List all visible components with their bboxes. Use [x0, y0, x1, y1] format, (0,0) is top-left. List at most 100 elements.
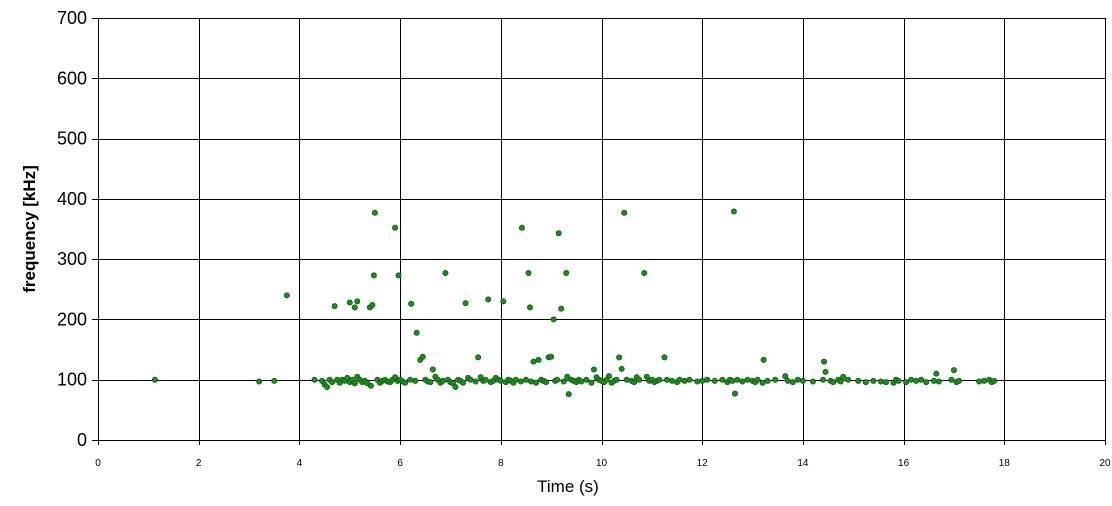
x-tick-label: 10	[596, 458, 608, 469]
data-point	[413, 329, 420, 336]
data-point	[419, 353, 426, 360]
data-point	[555, 230, 562, 237]
x-tick-label: 4	[297, 458, 303, 469]
data-point	[877, 378, 884, 385]
data-point	[820, 376, 827, 383]
data-point	[895, 377, 902, 384]
y-tick-label: 300	[57, 249, 87, 269]
x-tick-label: 14	[797, 458, 809, 469]
data-point	[527, 304, 534, 311]
data-point	[930, 377, 937, 384]
data-point	[439, 377, 446, 384]
data-point	[588, 379, 595, 386]
data-point	[402, 379, 409, 386]
data-point	[631, 379, 638, 386]
data-point	[981, 377, 988, 384]
x-tick-label: 16	[898, 458, 910, 469]
data-point	[799, 377, 806, 384]
data-point	[590, 366, 597, 373]
x-tick-labels: 0 2 4 6 8 10 12 14 16 18 20	[95, 458, 1111, 469]
data-point	[460, 379, 467, 386]
data-point	[518, 224, 525, 231]
data-point	[452, 383, 459, 390]
data-point	[699, 377, 706, 384]
data-point	[522, 376, 529, 383]
data-point	[271, 377, 278, 384]
data-point	[324, 383, 331, 390]
x-tick-label: 18	[999, 458, 1011, 469]
data-point	[711, 377, 718, 384]
data-point	[821, 358, 828, 365]
y-tick-label: 700	[57, 8, 87, 28]
data-point	[809, 378, 816, 385]
data-point	[882, 379, 889, 386]
y-tick-label: 500	[57, 129, 87, 149]
data-point	[412, 377, 419, 384]
data-point	[462, 300, 469, 307]
data-point	[408, 300, 415, 307]
data-point	[923, 379, 930, 386]
data-point	[331, 303, 338, 310]
data-point	[656, 376, 663, 383]
axes	[92, 18, 1106, 445]
data-point	[151, 376, 158, 383]
data-point	[606, 373, 613, 380]
data-point	[548, 353, 555, 360]
data-point	[754, 376, 761, 383]
data-point	[734, 376, 741, 383]
data-points	[151, 208, 998, 398]
data-point	[564, 373, 571, 380]
data-point	[565, 391, 572, 398]
data-point	[759, 379, 766, 386]
data-point	[530, 358, 537, 365]
data-point	[663, 376, 670, 383]
data-point	[991, 377, 998, 384]
data-point	[560, 378, 567, 385]
data-point	[870, 377, 877, 384]
data-point	[475, 354, 482, 361]
data-point	[636, 376, 643, 383]
data-point	[351, 380, 358, 387]
data-point	[371, 209, 378, 216]
data-point	[935, 378, 942, 385]
data-point	[789, 379, 796, 386]
data-point	[694, 378, 701, 385]
data-point	[782, 373, 789, 380]
data-point	[862, 379, 869, 386]
data-point	[830, 379, 837, 386]
data-point	[661, 354, 668, 361]
data-point	[497, 377, 504, 384]
data-point	[311, 376, 318, 383]
data-point	[822, 368, 829, 375]
data-point	[554, 376, 561, 383]
x-tick-label: 8	[498, 458, 504, 469]
data-point	[744, 376, 751, 383]
data-point	[369, 301, 376, 308]
data-point	[442, 270, 449, 277]
data-point	[467, 376, 474, 383]
data-point	[482, 376, 489, 383]
data-point	[719, 376, 726, 383]
data-point	[918, 376, 925, 383]
data-point	[681, 377, 688, 384]
data-point	[772, 376, 779, 383]
data-point	[533, 379, 540, 386]
data-point	[392, 224, 399, 231]
data-point	[429, 366, 436, 373]
data-point	[621, 209, 628, 216]
data-point	[517, 378, 524, 385]
data-point	[837, 378, 844, 385]
y-axis-title: frequency [kHz]	[20, 165, 39, 293]
y-tick-label: 600	[57, 68, 87, 88]
x-tick-label: 6	[397, 458, 403, 469]
data-point	[351, 304, 358, 311]
data-point	[485, 296, 492, 303]
data-point	[613, 376, 620, 383]
data-point	[618, 365, 625, 372]
data-point	[739, 378, 746, 385]
y-tick-label: 100	[57, 370, 87, 390]
data-point	[676, 376, 683, 383]
plot-area	[98, 18, 1105, 440]
data-point	[395, 272, 402, 279]
